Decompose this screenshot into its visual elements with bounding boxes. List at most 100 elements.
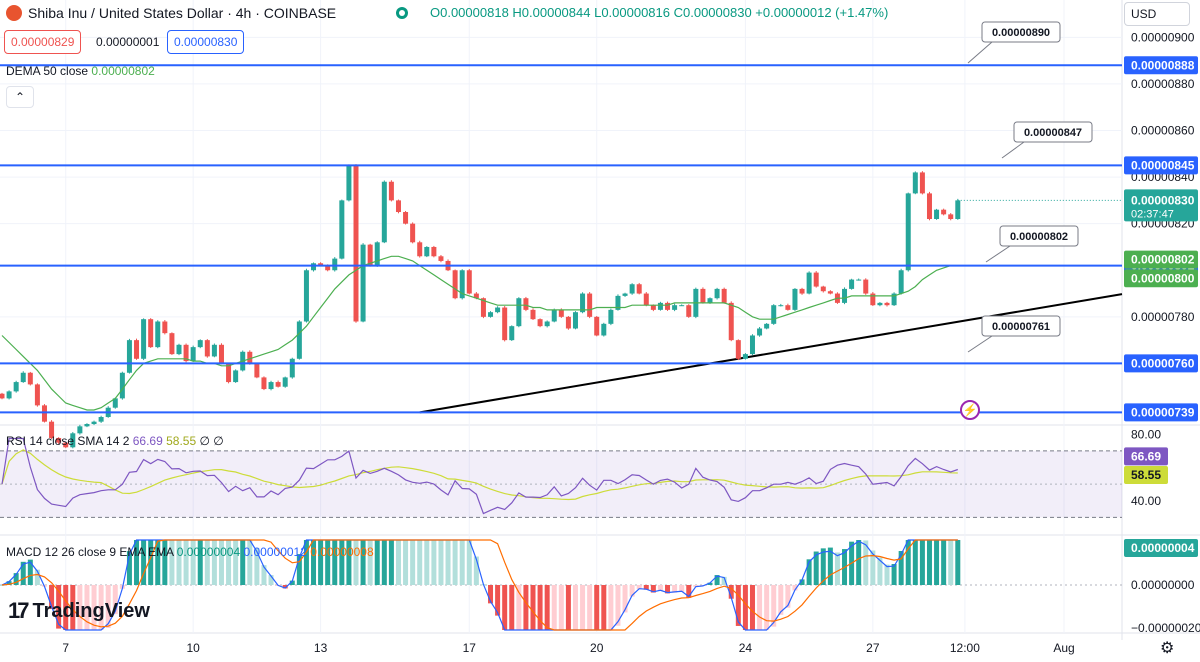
candle-body	[636, 284, 642, 294]
dema-legend[interactable]: DEMA 50 close 0.00000802	[6, 64, 155, 78]
macd-hist-bar	[870, 550, 876, 585]
rsi-sma-badge	[1124, 465, 1168, 484]
candle-body	[381, 181, 387, 243]
candle-body	[679, 305, 685, 307]
candle-body	[77, 426, 83, 434]
rsi-legend[interactable]: RSI 14 close SMA 14 2 66.69 58.55 ∅ ∅	[6, 434, 224, 448]
candle-body	[955, 200, 961, 220]
macd-hist-bar	[523, 585, 529, 630]
candle-body	[806, 272, 812, 294]
candle-body	[27, 372, 33, 385]
macd-hist-bar	[587, 585, 593, 630]
sell-price-button[interactable]: 0.00000829	[4, 30, 82, 54]
candle-body	[587, 293, 593, 317]
macd-hist-bar	[176, 540, 182, 585]
macd-hist-bar	[898, 551, 904, 585]
macd-hist-bar	[905, 540, 911, 585]
candle-body	[155, 321, 161, 348]
y-tick-label: 0.00000780	[1131, 310, 1195, 324]
candle-body	[388, 181, 394, 201]
macd-hist-bar	[771, 585, 777, 627]
candle-body	[643, 293, 649, 306]
rsi-badge	[1124, 447, 1168, 466]
y-tick-label: 0.00000900	[1131, 30, 1195, 44]
macd-hist-bar	[13, 573, 19, 585]
candle-body	[282, 377, 288, 387]
macd-hist-bar	[799, 579, 805, 585]
candle-body	[544, 321, 550, 327]
candle-body	[41, 405, 47, 422]
candle-body	[112, 398, 118, 408]
macd-hist-bar	[863, 540, 869, 585]
candle-body	[884, 302, 890, 306]
candle-body	[891, 293, 897, 306]
candle-body	[565, 316, 571, 329]
candle-body	[905, 193, 911, 271]
candle-body	[0, 393, 5, 399]
candle-body	[714, 288, 720, 299]
callout-leader	[967, 41, 993, 64]
macd-hist-bar	[495, 585, 501, 616]
macd-hist-bar	[721, 576, 727, 585]
macd-hist-bar	[813, 551, 819, 585]
macd-hist-bar	[84, 585, 90, 630]
currency-selector[interactable]: USD	[1124, 2, 1190, 26]
macd-legend[interactable]: MACD 12 26 close 9 EMA EMA 0.00000004 0.…	[6, 545, 374, 559]
macd-hist-bar	[834, 552, 840, 585]
macd-signal-value: 0.00000012	[243, 545, 307, 559]
macd-hist-bar	[757, 585, 763, 630]
macd-hist-bar	[233, 540, 239, 585]
macd-hist-bar	[332, 540, 338, 585]
macd-hist-bar	[20, 561, 26, 585]
macd-hist-bar	[509, 585, 515, 630]
candle-body	[6, 391, 12, 399]
level-badge-label: 0.00000739	[1131, 405, 1195, 419]
candle-body	[488, 312, 494, 317]
macd-hist-bar	[204, 540, 210, 585]
candle-body	[480, 298, 486, 317]
collapse-legend-button[interactable]: ⌃	[6, 86, 34, 108]
candle-body	[431, 246, 437, 257]
shiba-logo-icon	[6, 5, 22, 21]
macd-hist-bar	[91, 585, 97, 630]
lightning-icon[interactable]: ⚡	[960, 400, 980, 420]
macd-hist-bar	[211, 540, 217, 585]
candle-body	[346, 165, 352, 201]
macd-hist-bar	[148, 540, 154, 585]
x-tick-label: 24	[739, 641, 753, 655]
candle-body	[912, 172, 918, 194]
candle-body	[261, 377, 267, 390]
candle-body	[530, 309, 536, 320]
macd-hist-bar	[672, 585, 678, 593]
macd-hist-bar	[374, 540, 380, 585]
buy-price-button[interactable]: 0.00000830	[167, 30, 245, 54]
rsi-extra: ∅ ∅	[199, 434, 224, 448]
candle-body	[686, 305, 692, 317]
tradingview-logo[interactable]: 17 TradingView	[8, 598, 150, 624]
candle-body	[233, 370, 239, 383]
macd-hist-bar	[742, 585, 748, 630]
macd-hist-bar	[126, 551, 132, 585]
macd-hist-bar	[353, 540, 359, 585]
candle-body	[367, 244, 373, 266]
macd-hist-bar	[551, 585, 557, 630]
macd-hist-bar	[912, 540, 918, 585]
candle-body	[410, 223, 416, 243]
candle-body	[558, 309, 564, 317]
macd-value: 0.00000004	[176, 545, 241, 559]
macd-hist-bar	[820, 548, 826, 585]
tv-logo-text: TradingView	[32, 599, 150, 622]
candle-body	[84, 424, 90, 427]
spread-value: 0.00000001	[96, 35, 160, 49]
candle-body	[70, 433, 76, 448]
rsi-badge-label: 66.69	[1131, 449, 1161, 463]
candle-body	[403, 212, 409, 224]
macd-hist-bar	[360, 540, 366, 585]
candle-body	[856, 279, 862, 281]
macd-hist-bar	[714, 575, 720, 585]
symbol-title[interactable]: Shiba Inu / United States Dollar · 4h · …	[28, 5, 337, 21]
gear-icon[interactable]: ⚙	[1160, 640, 1175, 657]
macd-hist-bar	[134, 540, 140, 585]
candle-body	[934, 209, 940, 220]
